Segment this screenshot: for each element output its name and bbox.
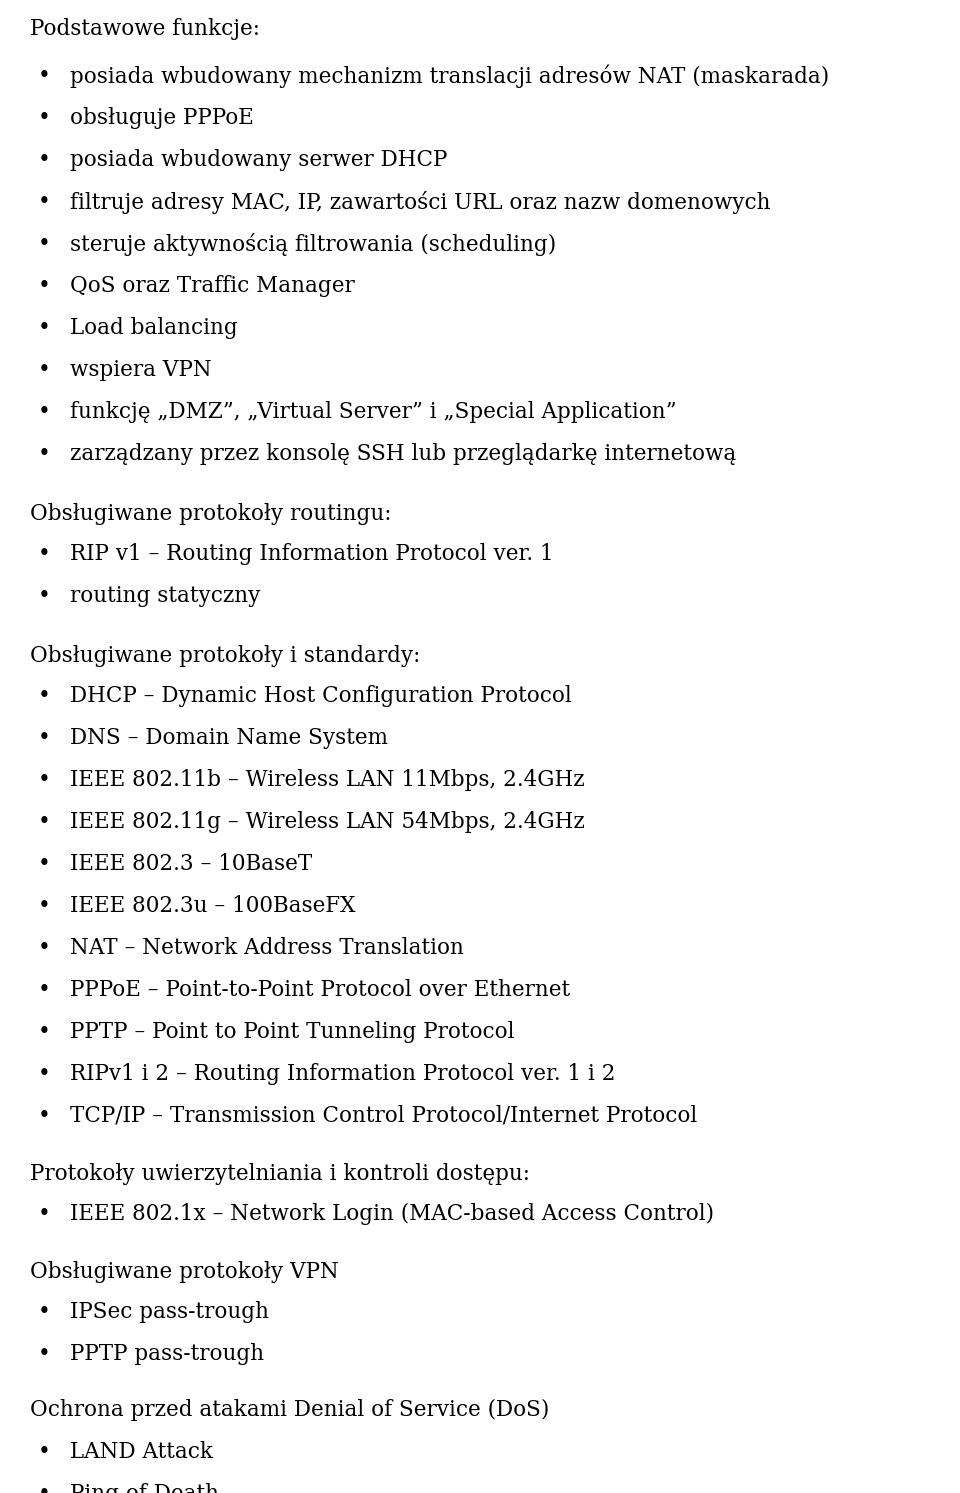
Text: RIPv1 i 2 – Routing Information Protocol ver. 1 i 2: RIPv1 i 2 – Routing Information Protocol… <box>70 1063 615 1085</box>
Text: •: • <box>38 233 51 255</box>
Text: •: • <box>38 317 51 339</box>
Text: routing statyczny: routing statyczny <box>70 585 260 608</box>
Text: zarządzany przez konsolę SSH lub przeglądarkę internetową: zarządzany przez konsolę SSH lub przeglą… <box>70 443 736 464</box>
Text: •: • <box>38 811 51 833</box>
Text: •: • <box>38 66 51 87</box>
Text: •: • <box>38 894 51 917</box>
Text: •: • <box>38 1441 51 1463</box>
Text: posiada wbudowany serwer DHCP: posiada wbudowany serwer DHCP <box>70 149 447 172</box>
Text: Load balancing: Load balancing <box>70 317 238 339</box>
Text: QoS oraz Traffic Manager: QoS oraz Traffic Manager <box>70 275 355 297</box>
Text: •: • <box>38 1300 51 1323</box>
Text: •: • <box>38 769 51 791</box>
Text: LAND Attack: LAND Attack <box>70 1441 213 1463</box>
Text: Ochrona przed atakami Denial of Service (DoS): Ochrona przed atakami Denial of Service … <box>30 1399 549 1421</box>
Text: •: • <box>38 1105 51 1127</box>
Text: TCP/IP – Transmission Control Protocol/Internet Protocol: TCP/IP – Transmission Control Protocol/I… <box>70 1105 697 1127</box>
Text: NAT – Network Address Translation: NAT – Network Address Translation <box>70 938 464 959</box>
Text: •: • <box>38 149 51 172</box>
Text: •: • <box>38 275 51 297</box>
Text: •: • <box>38 543 51 564</box>
Text: filtruje adresy MAC, IP, zawartości URL oraz nazw domenowych: filtruje adresy MAC, IP, zawartości URL … <box>70 191 771 213</box>
Text: wspiera VPN: wspiera VPN <box>70 358 212 381</box>
Text: •: • <box>38 1344 51 1365</box>
Text: IEEE 802.1x – Network Login (MAC-based Access Control): IEEE 802.1x – Network Login (MAC-based A… <box>70 1203 714 1226</box>
Text: •: • <box>38 358 51 381</box>
Text: •: • <box>38 979 51 1000</box>
Text: •: • <box>38 585 51 608</box>
Text: Podstawowe funkcje:: Podstawowe funkcje: <box>30 18 260 40</box>
Text: DNS – Domain Name System: DNS – Domain Name System <box>70 727 388 749</box>
Text: PPTP pass-trough: PPTP pass-trough <box>70 1344 264 1365</box>
Text: IEEE 802.11b – Wireless LAN 11Mbps, 2.4GHz: IEEE 802.11b – Wireless LAN 11Mbps, 2.4G… <box>70 769 585 791</box>
Text: IEEE 802.11g – Wireless LAN 54Mbps, 2.4GHz: IEEE 802.11g – Wireless LAN 54Mbps, 2.4G… <box>70 811 585 833</box>
Text: •: • <box>38 1063 51 1085</box>
Text: Protokoły uwierzytelniania i kontroli dostępu:: Protokoły uwierzytelniania i kontroli do… <box>30 1163 530 1185</box>
Text: •: • <box>38 107 51 128</box>
Text: IEEE 802.3u – 100BaseFX: IEEE 802.3u – 100BaseFX <box>70 894 355 917</box>
Text: RIP v1 – Routing Information Protocol ver. 1: RIP v1 – Routing Information Protocol ve… <box>70 543 554 564</box>
Text: PPPoE – Point-to-Point Protocol over Ethernet: PPPoE – Point-to-Point Protocol over Eth… <box>70 979 570 1000</box>
Text: Obsługiwane protokoły routingu:: Obsługiwane protokoły routingu: <box>30 503 392 526</box>
Text: •: • <box>38 191 51 213</box>
Text: •: • <box>38 1483 51 1493</box>
Text: •: • <box>38 853 51 875</box>
Text: •: • <box>38 402 51 423</box>
Text: •: • <box>38 938 51 959</box>
Text: steruje aktywnością filtrowania (scheduling): steruje aktywnością filtrowania (schedul… <box>70 233 556 255</box>
Text: Obsługiwane protokoły i standardy:: Obsługiwane protokoły i standardy: <box>30 645 420 667</box>
Text: DHCP – Dynamic Host Configuration Protocol: DHCP – Dynamic Host Configuration Protoc… <box>70 685 572 708</box>
Text: funkcję „DMZ”, „Virtual Server” i „Special Application”: funkcję „DMZ”, „Virtual Server” i „Speci… <box>70 402 677 423</box>
Text: posiada wbudowany mechanizm translacji adresów NAT (maskarada): posiada wbudowany mechanizm translacji a… <box>70 66 829 88</box>
Text: •: • <box>38 1021 51 1044</box>
Text: IEEE 802.3 – 10BaseT: IEEE 802.3 – 10BaseT <box>70 853 312 875</box>
Text: •: • <box>38 685 51 708</box>
Text: •: • <box>38 443 51 464</box>
Text: Ping of Death: Ping of Death <box>70 1483 219 1493</box>
Text: obsługuje PPPoE: obsługuje PPPoE <box>70 107 253 128</box>
Text: IPSec pass-trough: IPSec pass-trough <box>70 1300 269 1323</box>
Text: PPTP – Point to Point Tunneling Protocol: PPTP – Point to Point Tunneling Protocol <box>70 1021 515 1044</box>
Text: •: • <box>38 727 51 749</box>
Text: •: • <box>38 1203 51 1224</box>
Text: Obsługiwane protokoły VPN: Obsługiwane protokoły VPN <box>30 1262 339 1282</box>
